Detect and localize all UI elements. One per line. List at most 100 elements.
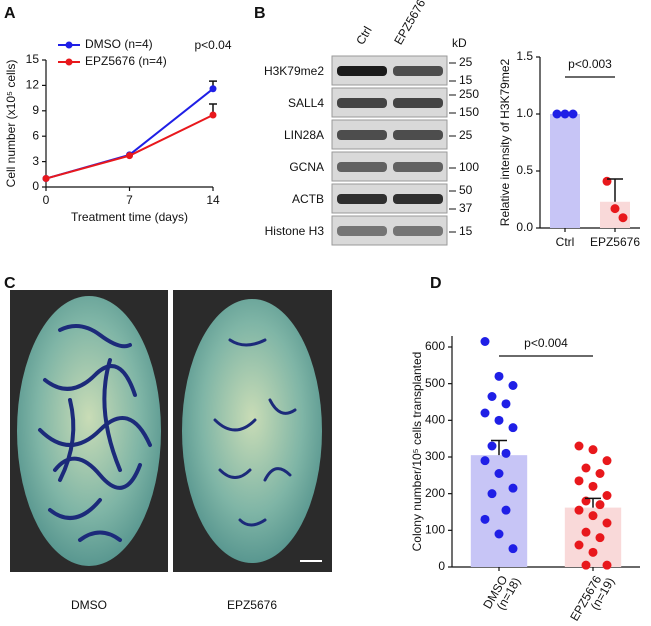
y-tick-label: 0.0 bbox=[516, 220, 533, 234]
y-tick-label: 6 bbox=[32, 128, 39, 142]
x-tick-label: 7 bbox=[126, 193, 133, 207]
data-point bbox=[574, 441, 584, 451]
annotation: p<0.003 bbox=[568, 57, 612, 71]
data-point bbox=[480, 408, 490, 418]
series-line bbox=[45, 88, 214, 180]
series-line bbox=[45, 114, 214, 180]
data-point bbox=[610, 204, 620, 214]
data-point bbox=[487, 489, 497, 499]
legend-marker bbox=[65, 58, 73, 66]
y-tick-label: 100 bbox=[425, 523, 445, 537]
data-point bbox=[602, 491, 612, 500]
y-tick-label: 400 bbox=[425, 413, 445, 427]
unit-label: kD bbox=[452, 36, 467, 50]
data-point bbox=[595, 533, 605, 543]
data-point bbox=[618, 213, 628, 223]
x-tick-label: EPZ5676 bbox=[590, 235, 640, 249]
y-tick-label: 12 bbox=[26, 78, 40, 92]
data-point bbox=[602, 518, 612, 528]
data-point bbox=[508, 423, 518, 433]
x-tick-label: 0 bbox=[43, 193, 50, 207]
data-point bbox=[581, 527, 591, 537]
data-point bbox=[480, 337, 490, 346]
marker-label: 150 bbox=[459, 105, 479, 119]
band bbox=[337, 98, 387, 108]
data-point bbox=[494, 529, 504, 539]
lane-label: Ctrl bbox=[353, 24, 374, 47]
y-tick-label: 500 bbox=[425, 376, 445, 390]
data-point bbox=[595, 500, 605, 510]
y-tick-label: 0 bbox=[438, 559, 445, 573]
y-tick-label: 3 bbox=[32, 154, 39, 168]
point bbox=[209, 85, 217, 93]
y-tick-label: 1.5 bbox=[516, 49, 533, 63]
data-point bbox=[508, 544, 518, 554]
annotation: p<0.004 bbox=[524, 336, 568, 350]
data-point bbox=[574, 505, 584, 515]
data-point bbox=[588, 445, 598, 455]
y-axis-label: Relative intensity of H3K79me2 bbox=[498, 58, 512, 226]
data-point bbox=[568, 109, 578, 119]
data-point bbox=[574, 476, 584, 486]
data-point bbox=[588, 511, 598, 521]
image-label: DMSO bbox=[71, 598, 107, 612]
x-axis-label: Treatment time (days) bbox=[71, 210, 188, 224]
x-tick-label: 14 bbox=[206, 193, 220, 207]
y-tick-label: 300 bbox=[425, 449, 445, 463]
panel-label: D bbox=[430, 275, 442, 292]
legend-label: DMSO (n=4) bbox=[85, 37, 153, 51]
row-label: ACTB bbox=[292, 192, 324, 206]
point bbox=[209, 111, 217, 119]
legend-label: EPZ5676 (n=4) bbox=[85, 54, 167, 68]
band bbox=[393, 130, 443, 140]
y-tick-label: 1.0 bbox=[516, 106, 533, 120]
data-point bbox=[574, 540, 584, 550]
tubules bbox=[38, 324, 152, 542]
data-point bbox=[501, 399, 511, 409]
data-point bbox=[487, 441, 497, 451]
row-label: GCNA bbox=[289, 160, 324, 174]
y-tick-label: 15 bbox=[26, 52, 40, 66]
marker-label: 100 bbox=[459, 160, 479, 174]
x-tick-label: Ctrl bbox=[556, 235, 575, 249]
marker-label: 15 bbox=[459, 224, 473, 238]
data-point bbox=[480, 514, 490, 524]
legend-marker bbox=[65, 41, 73, 49]
bar bbox=[550, 114, 580, 228]
testis-images bbox=[10, 290, 332, 572]
point bbox=[42, 175, 50, 183]
panel-label: C bbox=[4, 275, 16, 292]
data-point bbox=[602, 560, 612, 570]
data-point bbox=[581, 463, 591, 473]
tubules bbox=[213, 338, 297, 527]
data-point bbox=[588, 547, 598, 557]
band bbox=[337, 130, 387, 140]
image-label: EPZ5676 bbox=[227, 598, 277, 612]
marker-label: 37 bbox=[459, 201, 473, 215]
error-bar bbox=[607, 178, 623, 202]
row-label: LIN28A bbox=[284, 128, 324, 142]
y-tick-label: 200 bbox=[425, 486, 445, 500]
marker-label: 15 bbox=[459, 73, 473, 87]
y-tick-label: 600 bbox=[425, 339, 445, 353]
data-point bbox=[501, 505, 511, 515]
data-point bbox=[560, 109, 570, 119]
panel-label: B bbox=[254, 5, 266, 22]
data-point bbox=[595, 469, 605, 478]
data-point bbox=[602, 176, 612, 186]
error-bar bbox=[491, 439, 507, 456]
band bbox=[393, 162, 443, 172]
data-point bbox=[552, 109, 562, 119]
band bbox=[393, 194, 443, 204]
marker-label: 25 bbox=[459, 55, 473, 69]
data-point bbox=[588, 481, 598, 491]
band bbox=[393, 98, 443, 108]
band bbox=[337, 66, 387, 76]
y-axis-label: Cell number (x10⁵ cells) bbox=[4, 60, 18, 188]
data-point bbox=[487, 392, 497, 401]
data-point bbox=[602, 456, 612, 466]
panel-label: A bbox=[4, 5, 16, 22]
error-bar bbox=[585, 497, 601, 508]
band bbox=[393, 66, 443, 76]
data-point bbox=[508, 483, 518, 493]
